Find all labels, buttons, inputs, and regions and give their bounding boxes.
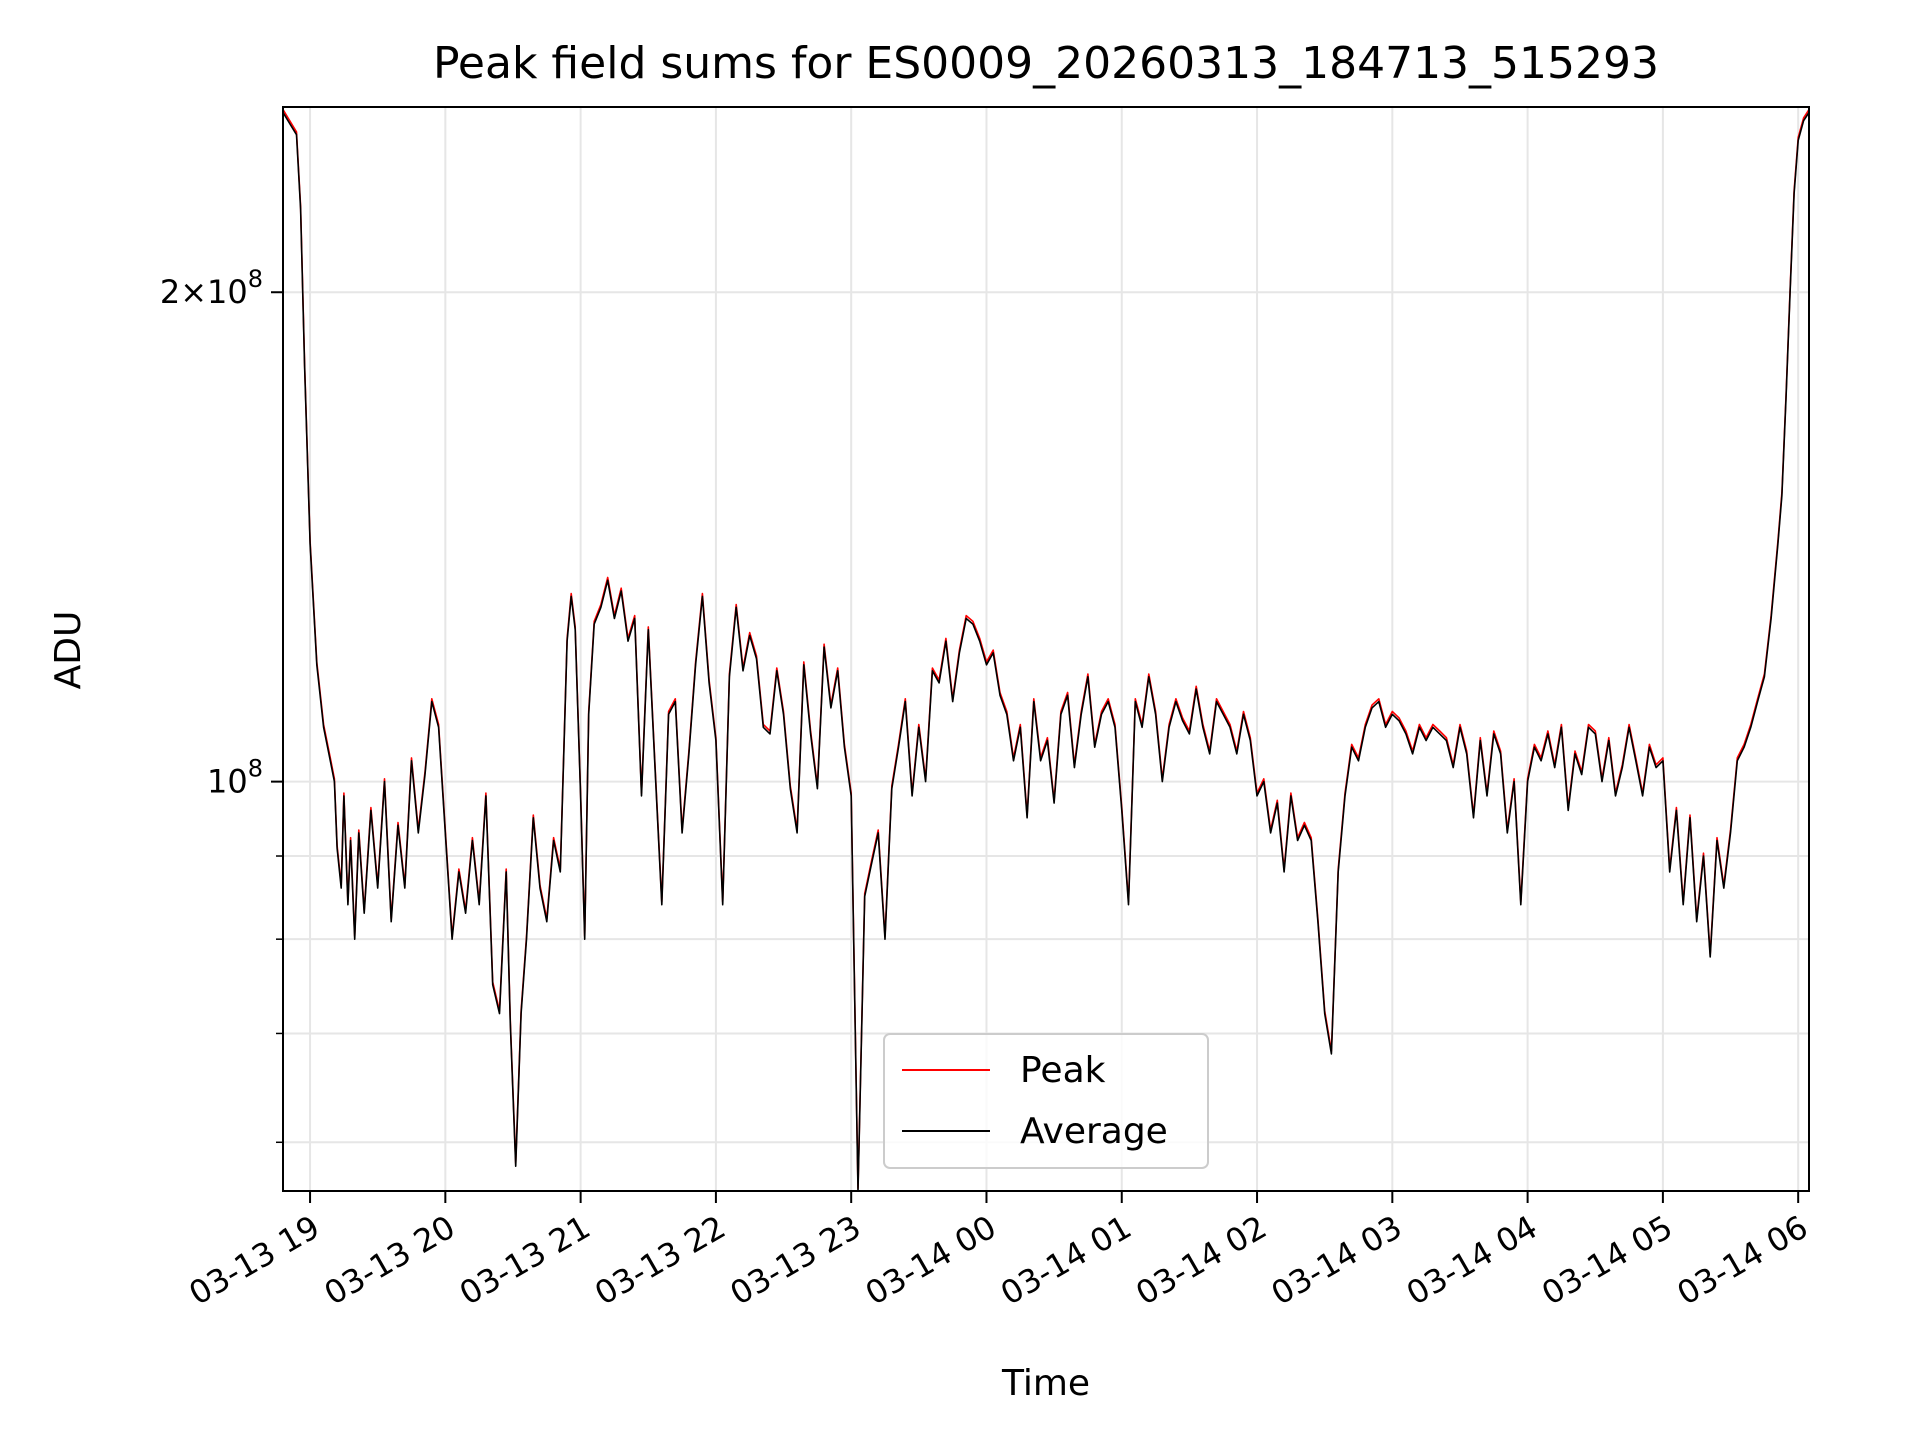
series-line-average [283, 112, 1809, 1191]
series-lines [283, 109, 1809, 1191]
x-axis-label: Time [1001, 1363, 1090, 1404]
y-axis-label: ADU [48, 611, 89, 690]
plot-area-frame [282, 106, 1810, 1192]
y-tick-base: 10 [207, 273, 248, 311]
chart-title: Peak field sums for ES0009_20260313_1847… [433, 38, 1659, 89]
legend-label-peak: Peak [1020, 1050, 1106, 1091]
y-tick-exponent: 8 [248, 265, 263, 293]
legend: Peak Average [883, 1033, 1209, 1169]
y-tick-exponent: 8 [248, 755, 263, 783]
y-tick-label: 2×108 [160, 265, 263, 311]
y-tick-label: 108 [207, 755, 263, 801]
legend-label-average: Average [1020, 1111, 1168, 1152]
legend-box [883, 1033, 1209, 1169]
y-tick-base: 10 [207, 763, 248, 801]
y-tick-mantissa: 2× [160, 273, 207, 311]
